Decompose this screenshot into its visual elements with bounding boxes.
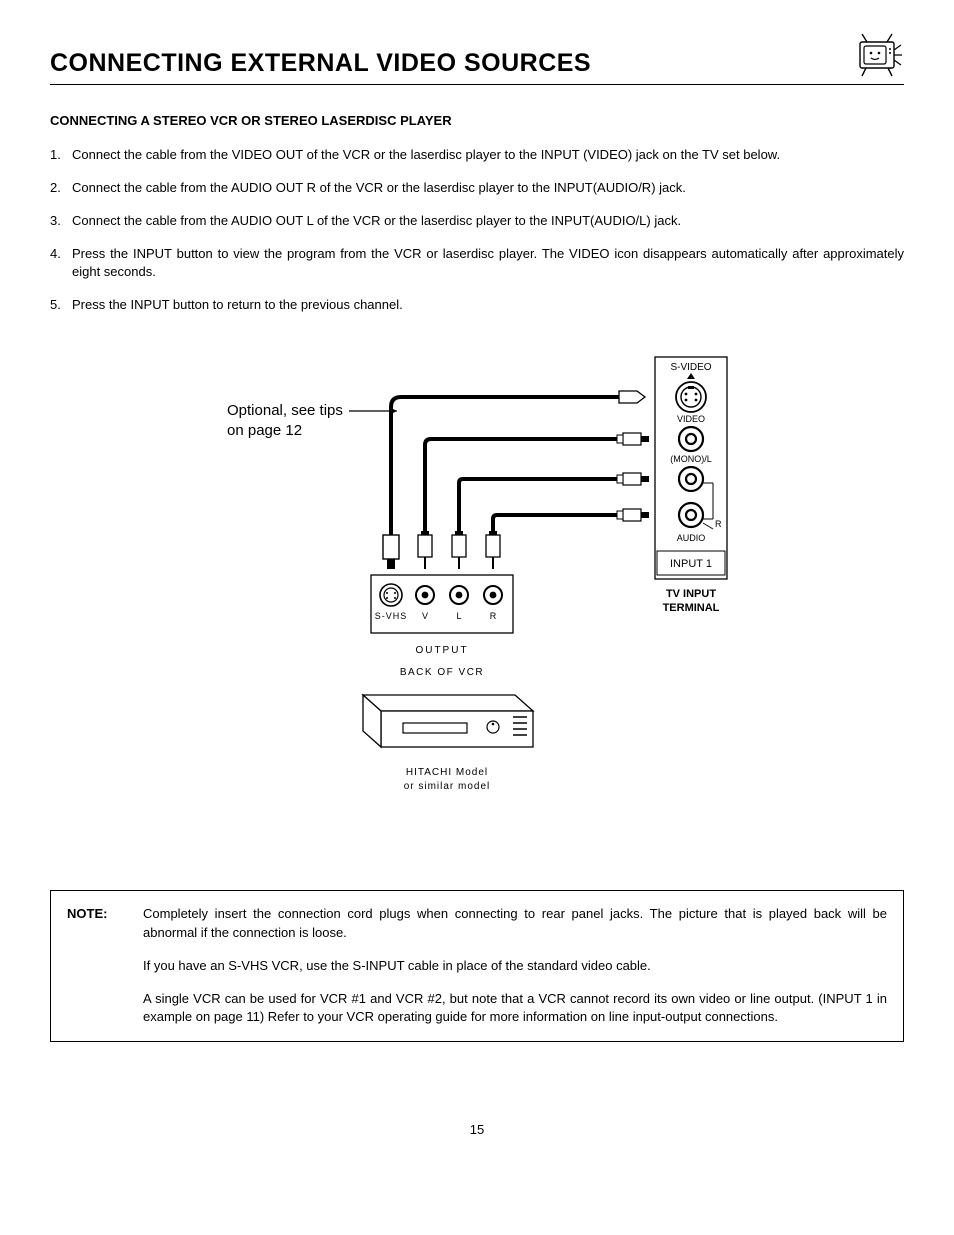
note-label: NOTE: — [67, 905, 143, 943]
tv-character-icon — [854, 30, 904, 78]
note-paragraph: A single VCR can be used for VCR #1 and … — [143, 990, 887, 1028]
tv-input-terminal: S-VIDEO VIDEO (MONO)/L R AUDIO — [655, 357, 727, 614]
step-text: Press the INPUT button to view the progr… — [72, 245, 904, 283]
svg-text:R: R — [715, 519, 722, 529]
step-item: 1.Connect the cable from the VIDEO OUT o… — [50, 146, 904, 165]
cable-audio-r — [486, 509, 649, 569]
step-text: Connect the cable from the AUDIO OUT R o… — [72, 179, 904, 198]
note-paragraph: If you have an S-VHS VCR, use the S-INPU… — [143, 957, 887, 976]
note-box: NOTE: Completely insert the connection c… — [50, 890, 904, 1042]
page-title: CONNECTING EXTERNAL VIDEO SOURCES — [50, 49, 591, 78]
step-text: Connect the cable from the VIDEO OUT of … — [72, 146, 904, 165]
svg-text:S-VIDEO: S-VIDEO — [670, 362, 711, 373]
vcr-unit-icon: HITACHI Model or similar model — [363, 695, 533, 792]
step-number: 3. — [50, 212, 72, 231]
svg-text:V: V — [422, 611, 428, 621]
note-paragraph: Completely insert the connection cord pl… — [143, 905, 887, 943]
step-item: 2.Connect the cable from the AUDIO OUT R… — [50, 179, 904, 198]
header: CONNECTING EXTERNAL VIDEO SOURCES — [50, 30, 904, 85]
step-number: 5. — [50, 296, 72, 315]
svg-text:OUTPUT: OUTPUT — [415, 645, 468, 656]
step-text: Press the INPUT button to return to the … — [72, 296, 904, 315]
svg-text:or similar model: or similar model — [404, 781, 491, 792]
svg-text:VIDEO: VIDEO — [677, 414, 705, 424]
step-item: 3.Connect the cable from the AUDIO OUT L… — [50, 212, 904, 231]
optional-tip-line2: on page 12 — [227, 422, 302, 439]
svg-text:R: R — [490, 611, 497, 621]
svg-text:HITACHI Model: HITACHI Model — [406, 767, 488, 778]
step-number: 4. — [50, 245, 72, 283]
step-number: 2. — [50, 179, 72, 198]
step-number: 1. — [50, 146, 72, 165]
svg-text:L: L — [456, 611, 461, 621]
svg-text:TV INPUT: TV INPUT — [666, 588, 716, 600]
svg-text:AUDIO: AUDIO — [677, 533, 706, 543]
svg-text:(MONO)/L: (MONO)/L — [670, 454, 712, 464]
connection-diagram: Optional, see tips on page 12 S-VIDEO VI… — [157, 355, 797, 840]
step-text: Connect the cable from the AUDIO OUT L o… — [72, 212, 904, 231]
step-item: 5.Press the INPUT button to return to th… — [50, 296, 904, 315]
instruction-steps: 1.Connect the cable from the VIDEO OUT o… — [50, 146, 904, 315]
optional-tip-line1: Optional, see tips — [227, 402, 343, 419]
cable-audio-l — [452, 473, 649, 569]
svg-text:S-VHS: S-VHS — [375, 611, 408, 621]
svg-text:BACK OF VCR: BACK OF VCR — [400, 667, 484, 678]
vcr-output-panel: S-VHS V L R OUTPUT BACK OF VCR — [371, 575, 513, 678]
page-number: 15 — [50, 1122, 904, 1137]
section-subtitle: CONNECTING A STEREO VCR OR STEREO LASERD… — [50, 113, 904, 128]
svg-text:TERMINAL: TERMINAL — [663, 602, 720, 614]
svg-text:INPUT 1: INPUT 1 — [670, 558, 712, 570]
step-item: 4.Press the INPUT button to view the pro… — [50, 245, 904, 283]
